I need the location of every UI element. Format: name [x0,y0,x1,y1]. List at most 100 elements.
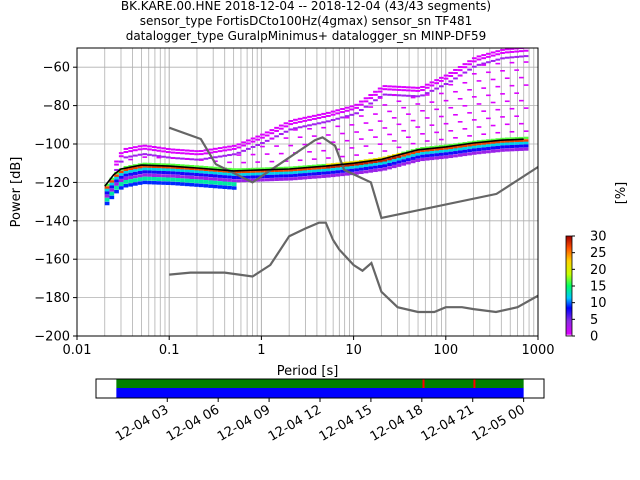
psd-density-cell [401,129,407,132]
psd-density-cell [509,56,515,59]
psd-density-cell [462,153,468,157]
psd-density-cell [118,186,124,190]
psd-density-cell [377,159,383,163]
psd-density-cell [175,171,181,175]
psd-density-cell [424,149,430,152]
psd-density-cell [486,61,491,64]
psd-density-cell [241,170,246,174]
psd-density-cell [486,144,491,147]
psd-density-cell [231,168,237,171]
psd-density-cell [500,116,505,118]
psd-density-cell [128,147,133,150]
psd-density-cell [481,57,487,60]
psd-density-cell [420,109,425,112]
psd-density-cell [128,158,133,161]
psd-density-cell [504,145,510,149]
psd-density-cell [123,151,129,154]
psd-density-cell [523,107,529,109]
psd-density-cell [391,161,397,165]
psd-density-cell [208,168,214,172]
psd-density-cell [156,174,162,178]
psd-density-cell [208,171,214,175]
psd-density-cell [429,84,435,87]
psd-density-cell [514,139,520,143]
psd-density-cell [184,169,190,173]
psd-density-cell [471,57,477,60]
psd-density-cell [321,163,327,167]
psd-density-cell [231,182,237,187]
psd-density-cell [118,182,124,186]
psd-density-cell [462,81,468,84]
psd-density-cell [396,163,402,167]
psd-density-cell [245,175,251,179]
psd-density-cell [471,140,477,144]
psd-density-cell [198,176,204,180]
psd-density-cell [288,168,294,172]
psd-density-cell [495,108,501,111]
psd-density-cell [438,152,444,156]
psd-density-cell [382,159,388,162]
psd-density-cell [509,137,515,140]
psd-density-cell [170,157,176,159]
psd-density-cell [156,168,162,171]
psd-density-cell [438,85,444,88]
psd-density-cell [245,139,251,142]
psd-density-cell [471,72,477,75]
psd-density-cell [147,167,152,171]
psd-density-cell [316,164,322,167]
psd-density-cell [471,119,477,121]
psd-density-cell [260,136,265,139]
psd-density-cell [349,161,355,164]
psd-density-cell [269,172,275,175]
psd-density-cell [142,176,148,181]
psd-density-cell [227,172,232,176]
psd-density-cell [161,170,166,175]
psd-density-cell [504,140,510,143]
psd-density-cell [462,147,468,150]
psd-density-cell [151,154,157,157]
psd-density-cell [410,96,416,99]
psd-density-cell [118,152,124,155]
psd-density-cell [363,159,369,162]
psd-density-cell [429,148,435,152]
mean-psd-line [104,138,524,187]
psd-density-cell [509,50,515,53]
psd-density-cell [165,181,171,185]
psd-density-cell [161,155,166,158]
psd-density-cell [132,175,138,179]
psd-density-cell [330,165,336,169]
psd-density-cell [344,115,350,118]
psd-density-cell [161,150,166,153]
psd-density-cell [170,174,176,178]
psd-density-cell [519,50,524,53]
psd-density-cell [467,149,472,153]
psd-density-cell [410,95,416,98]
psd-density-cell [387,133,392,136]
psd-density-cell [283,177,289,181]
psd-density-cell [486,71,491,74]
psd-density-cell [217,178,223,182]
psd-density-cell [373,113,378,115]
psd-density-cell [420,94,425,97]
psd-density-cell [523,130,529,132]
psd-density-cell [222,181,228,186]
psd-density-cell [523,147,529,151]
psd-density-cell [504,100,510,103]
psd-density-cell [293,127,298,130]
psd-density-cell [132,178,138,183]
psd-density-cell [194,176,199,180]
psd-density-cell [448,106,454,109]
psd-density-cell [406,161,411,165]
psd-density-cell [424,92,430,95]
psd-density-cell [486,52,491,55]
psd-density-cell [311,123,317,126]
psd-density-cell [255,161,261,163]
psd-density-cell [109,191,115,196]
psd-density-cell [443,155,449,159]
psd-density-cell [255,175,261,179]
psd-density-cell [495,143,501,146]
psd-density-cell [264,139,270,142]
psd-density-cell [495,50,501,53]
psd-density-cell [236,179,242,183]
